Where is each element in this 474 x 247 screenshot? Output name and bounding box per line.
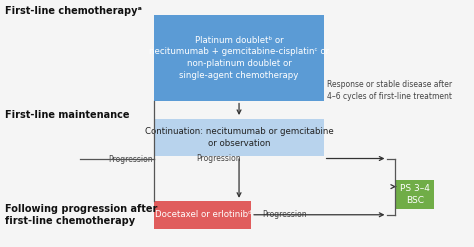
FancyBboxPatch shape — [155, 119, 324, 156]
Text: Platinum doubletᵇ or
necitumumab + gemcitabine-cisplatinᶜ or
non-platinum double: Platinum doubletᵇ or necitumumab + gemci… — [149, 36, 329, 80]
Text: Following progression after
first-line chemotherapy: Following progression after first-line c… — [5, 204, 157, 226]
Text: First-line chemotherapyᵃ: First-line chemotherapyᵃ — [5, 6, 142, 16]
Text: Response or stable disease after
4–6 cycles of first-line treatment: Response or stable disease after 4–6 cyc… — [327, 81, 452, 101]
Text: Progression: Progression — [108, 155, 153, 164]
Text: Continuation: necitumumab or gemcitabine
or observation: Continuation: necitumumab or gemcitabine… — [145, 127, 333, 148]
Text: Progression: Progression — [196, 154, 241, 163]
FancyBboxPatch shape — [396, 180, 434, 209]
Text: PS 3–4
BSC: PS 3–4 BSC — [400, 184, 430, 205]
FancyBboxPatch shape — [155, 201, 251, 228]
FancyBboxPatch shape — [155, 15, 324, 101]
Text: Docetaxel or erlotinibᵈ: Docetaxel or erlotinibᵈ — [155, 210, 251, 219]
Text: Progression: Progression — [262, 210, 307, 219]
Text: First-line maintenance: First-line maintenance — [5, 110, 129, 120]
